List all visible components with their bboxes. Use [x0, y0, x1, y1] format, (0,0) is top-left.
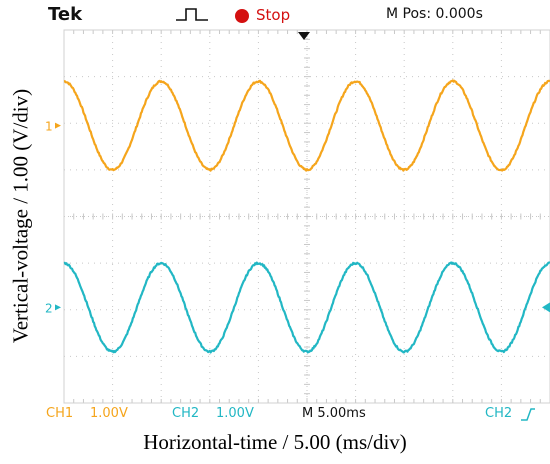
brand-logo: Tek: [48, 4, 83, 25]
trigger-level-icon: [542, 302, 550, 313]
channel-1-marker-label: 1: [45, 120, 53, 134]
run-status: Stop: [256, 6, 291, 24]
series-2-trace: [63, 261, 550, 354]
channel-2-marker-icon: [55, 304, 61, 311]
ch2-scale: 1.00V: [216, 406, 254, 421]
traces: [63, 79, 550, 354]
channel-1-marker-icon: [55, 122, 61, 129]
channel-markers: 12: [45, 120, 550, 315]
x-axis-label: Horizontal-time / 5.00 (ms/div): [143, 430, 407, 454]
trigger-source: CH2: [485, 406, 513, 421]
series-1-trace: [63, 79, 550, 172]
horizontal-position: M Pos: 0.000s: [386, 6, 483, 22]
stop-indicator-icon: [235, 9, 249, 23]
plot-frame: [63, 29, 550, 404]
ch1-scale: 1.00V: [90, 406, 128, 421]
ch2-label: CH2: [172, 406, 200, 421]
rising-edge-icon: [521, 408, 535, 421]
y-axis-label: Vertical-voltage / 1.00 (V/div): [8, 88, 33, 344]
grid: [63, 29, 550, 404]
channel-2-marker-label: 2: [45, 301, 53, 315]
trigger-position-icon: [298, 32, 310, 40]
ch1-label: CH1: [46, 406, 74, 421]
timebase: M 5.00ms: [302, 406, 366, 421]
pulse-trigger-icon: [176, 8, 208, 21]
channel-settings-bar: CH1 1.00V CH2 1.00V M 5.00ms CH2: [44, 403, 550, 427]
status-bar: Tek Stop M Pos: 0.000s: [44, 0, 550, 30]
